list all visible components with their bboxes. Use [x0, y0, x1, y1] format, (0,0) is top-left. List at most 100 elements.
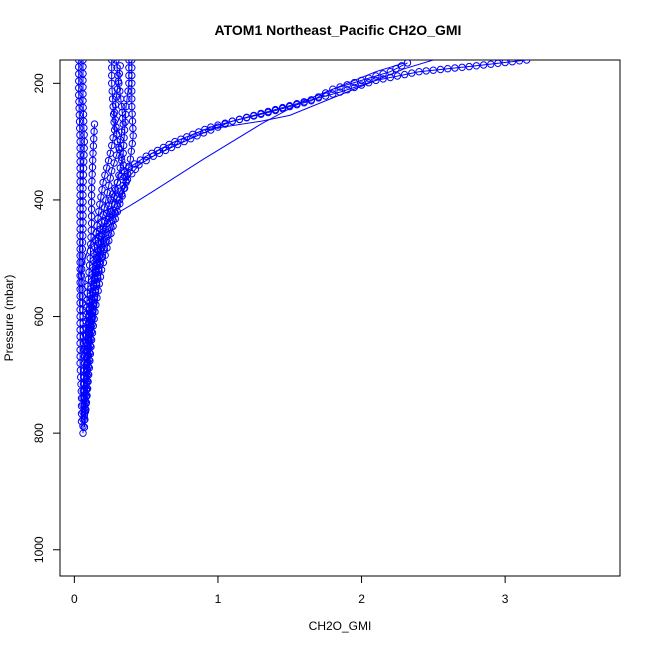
data-point — [110, 200, 119, 209]
data-point — [75, 70, 83, 78]
data-point — [126, 155, 135, 163]
y-tick-label: 800 — [32, 423, 46, 443]
data-point — [161, 146, 170, 155]
data-point — [129, 124, 137, 133]
data-point — [114, 77, 123, 86]
data-point — [131, 160, 139, 168]
data-point — [105, 181, 113, 190]
y-axis-label: Pressure (mbar) — [2, 275, 16, 362]
data-point — [88, 163, 97, 172]
data-point — [128, 139, 137, 148]
data-point — [113, 178, 122, 187]
data-point — [110, 108, 119, 117]
data-point — [97, 238, 106, 246]
data-point — [257, 110, 265, 118]
data-point — [187, 135, 195, 143]
data-point — [128, 95, 136, 103]
data-point — [116, 87, 124, 95]
data-point — [96, 245, 104, 254]
x-tick-label: 2 — [358, 592, 365, 606]
data-point — [120, 141, 128, 150]
data-point — [110, 159, 118, 167]
data-point — [109, 222, 117, 230]
data-point — [86, 309, 95, 317]
data-point — [106, 174, 115, 182]
data-point — [75, 84, 83, 92]
data-point — [90, 281, 98, 289]
data-point — [494, 60, 502, 67]
data-point — [103, 188, 112, 197]
data-point — [180, 137, 188, 146]
data-point — [108, 141, 116, 150]
data-point — [128, 71, 136, 80]
data-point — [89, 156, 97, 165]
data-point — [90, 120, 99, 128]
data-point — [75, 63, 83, 71]
data-point — [105, 237, 113, 245]
data-point — [329, 90, 337, 98]
data-point — [90, 135, 98, 143]
x-tick-label: 1 — [215, 592, 222, 606]
data-point — [523, 60, 531, 64]
data-point — [125, 60, 133, 64]
data-point — [88, 170, 96, 179]
data-point — [128, 87, 136, 95]
data-point — [343, 86, 351, 94]
data-point — [128, 79, 136, 88]
data-point — [83, 365, 92, 373]
data-point — [100, 203, 109, 211]
data-point — [123, 175, 132, 184]
data-point — [113, 193, 122, 201]
data-point — [128, 117, 137, 125]
data-point — [111, 116, 120, 124]
data-point — [87, 233, 95, 241]
data-point — [84, 378, 92, 386]
data-point — [408, 69, 416, 77]
data-point — [393, 72, 402, 80]
data-point — [87, 295, 96, 303]
data-point — [82, 399, 91, 407]
x-axis: 0 1 2 3 — [71, 575, 509, 606]
data-point — [93, 254, 102, 262]
data-point — [131, 165, 140, 174]
data-point — [89, 309, 97, 317]
data-point — [128, 110, 136, 118]
data-point — [87, 184, 96, 193]
data-point — [264, 108, 272, 117]
x-tick-label: 3 — [502, 592, 509, 606]
y-axis: 200 400 600 800 1000 — [32, 73, 61, 563]
data-point — [112, 151, 121, 159]
data-point — [501, 60, 509, 67]
series-layer — [75, 60, 531, 437]
data-point — [96, 240, 104, 248]
data-point — [119, 181, 127, 190]
data-point — [89, 142, 98, 150]
data-point — [95, 253, 103, 261]
series-line — [85, 60, 134, 410]
y-tick-label: 1000 — [32, 536, 46, 563]
data-point — [293, 101, 301, 109]
data-point — [99, 178, 107, 187]
data-point — [508, 60, 516, 66]
data-point — [174, 140, 182, 149]
data-point — [117, 153, 126, 161]
data-point — [112, 93, 121, 101]
data-point — [102, 196, 110, 204]
series-line — [85, 60, 130, 410]
data-point — [99, 231, 107, 239]
data-point — [116, 187, 125, 195]
data-point — [115, 69, 124, 78]
data-point — [107, 229, 115, 238]
x-tick-label: 0 — [71, 592, 78, 606]
data-point — [124, 87, 132, 95]
data-point — [113, 130, 121, 139]
data-point — [91, 274, 99, 282]
data-point — [108, 64, 116, 72]
chart-title: ATOM1 Northeast_Pacific CH2O_GMI — [215, 22, 462, 38]
plot-frame — [59, 59, 621, 577]
data-point — [444, 65, 452, 73]
data-point — [83, 385, 92, 393]
data-point — [112, 60, 120, 64]
data-point — [422, 67, 430, 75]
